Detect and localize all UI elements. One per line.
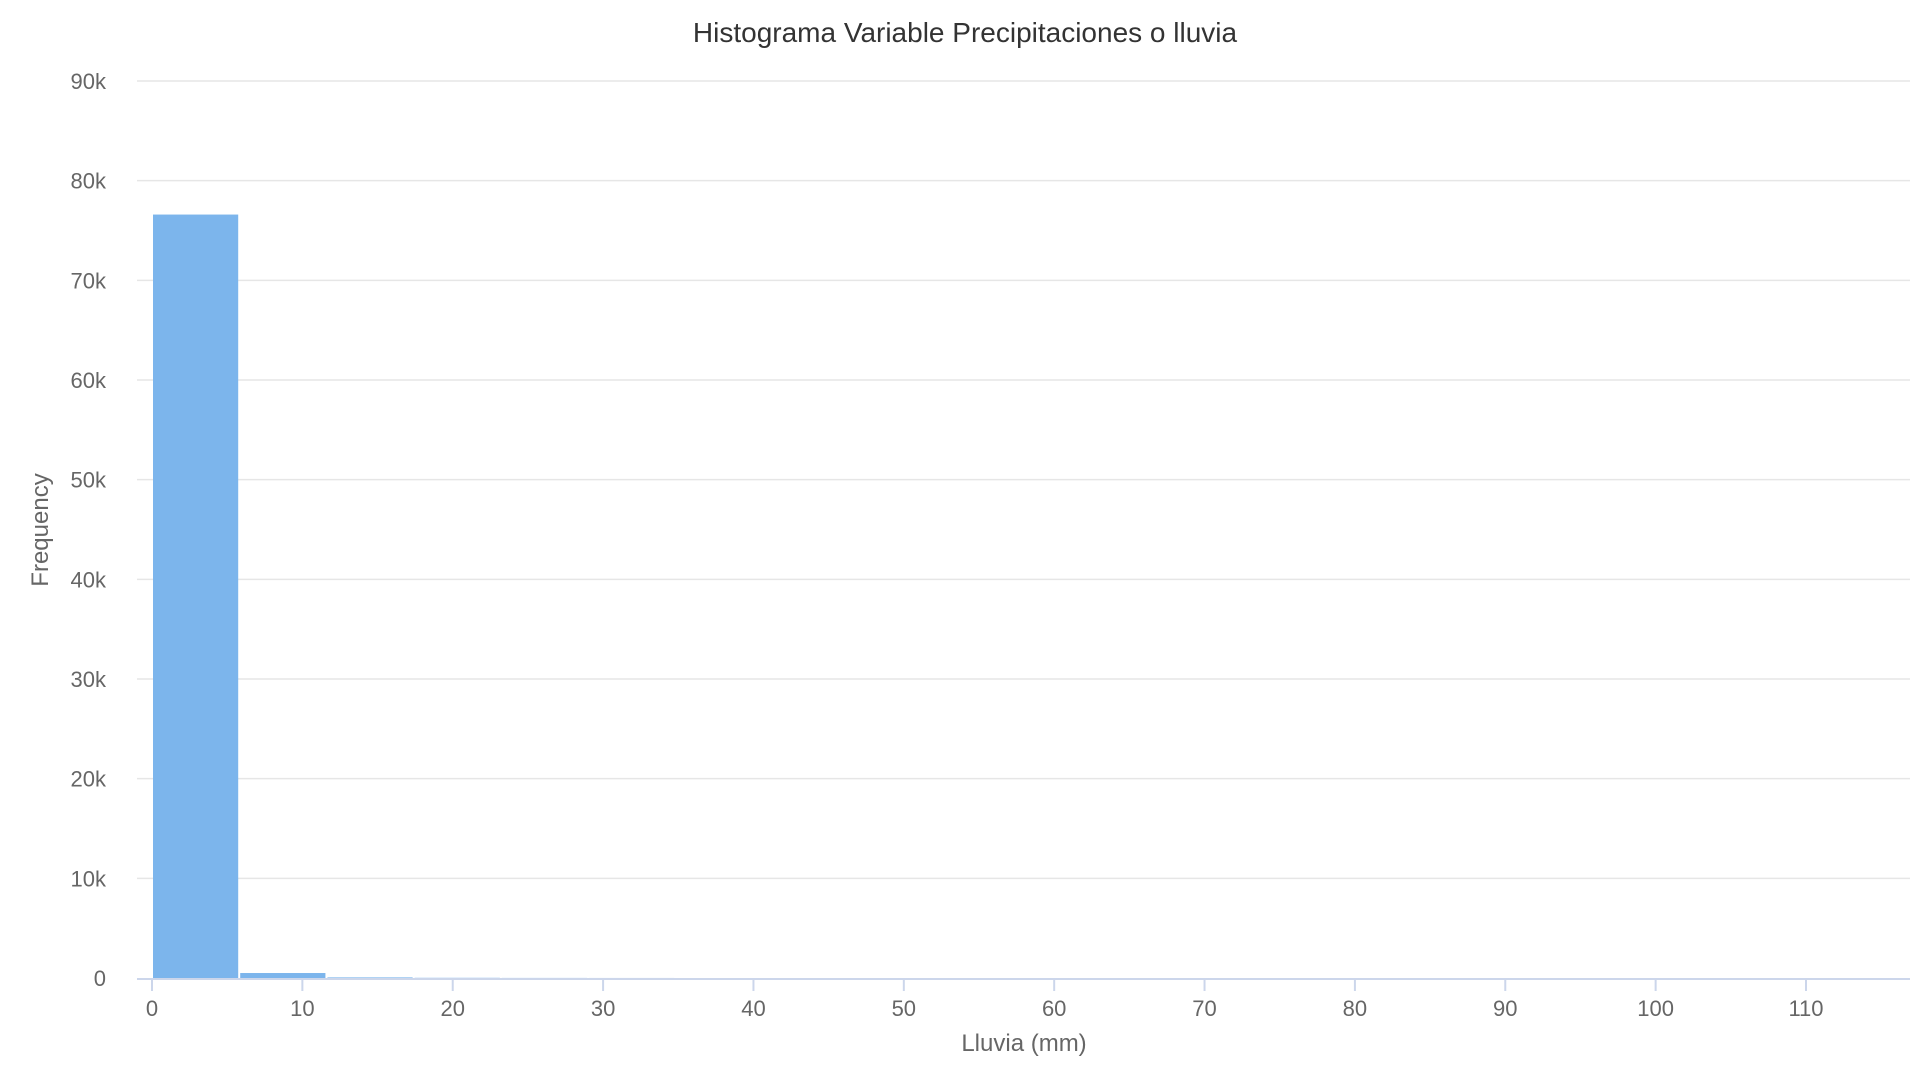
- x-tick-label: 70: [1192, 996, 1216, 1021]
- y-tick-label: 30k: [71, 667, 107, 692]
- y-axis-title: Frequency: [27, 473, 54, 586]
- y-tick-label: 50k: [71, 468, 107, 493]
- histogram-bars: [153, 214, 675, 978]
- y-tick-label: 70k: [71, 268, 107, 293]
- x-tick-label: 80: [1343, 996, 1367, 1021]
- y-tick-label: 40k: [71, 567, 107, 592]
- x-tick-label: 10: [290, 996, 314, 1021]
- y-tick-label: 90k: [71, 69, 107, 94]
- histogram-bar[interactable]: [240, 973, 326, 978]
- x-tick-label: 90: [1493, 996, 1517, 1021]
- y-tick-label: 0: [94, 966, 106, 991]
- x-tick-label: 50: [892, 996, 916, 1021]
- x-tick-label: 20: [440, 996, 464, 1021]
- histogram-bar[interactable]: [153, 214, 239, 978]
- x-tick-label: 0: [146, 996, 158, 1021]
- x-tick-label: 60: [1042, 996, 1066, 1021]
- x-tick-label: 110: [1788, 996, 1823, 1021]
- histogram-bar[interactable]: [327, 977, 413, 978]
- y-tick-label: 10k: [71, 866, 107, 891]
- x-axis-ticks: 0 10 20 30 40 50 60 70 80 90 100 110: [146, 979, 1824, 1021]
- y-axis-ticks: 0 10k 20k 30k 40k 50k 60k 70k 80k 90k: [71, 69, 107, 991]
- y-tick-label: 80k: [71, 169, 107, 194]
- chart-title: Histograma Variable Precipitaciones o ll…: [693, 17, 1238, 48]
- grid-lines: [137, 80, 1910, 880]
- y-tick-label: 60k: [71, 368, 107, 393]
- x-tick-label: 40: [741, 996, 765, 1021]
- x-axis-title: Lluvia (mm): [961, 1030, 1086, 1057]
- x-tick-label: 30: [591, 996, 615, 1021]
- x-tick-label: 100: [1637, 996, 1674, 1021]
- y-tick-label: 20k: [71, 767, 107, 792]
